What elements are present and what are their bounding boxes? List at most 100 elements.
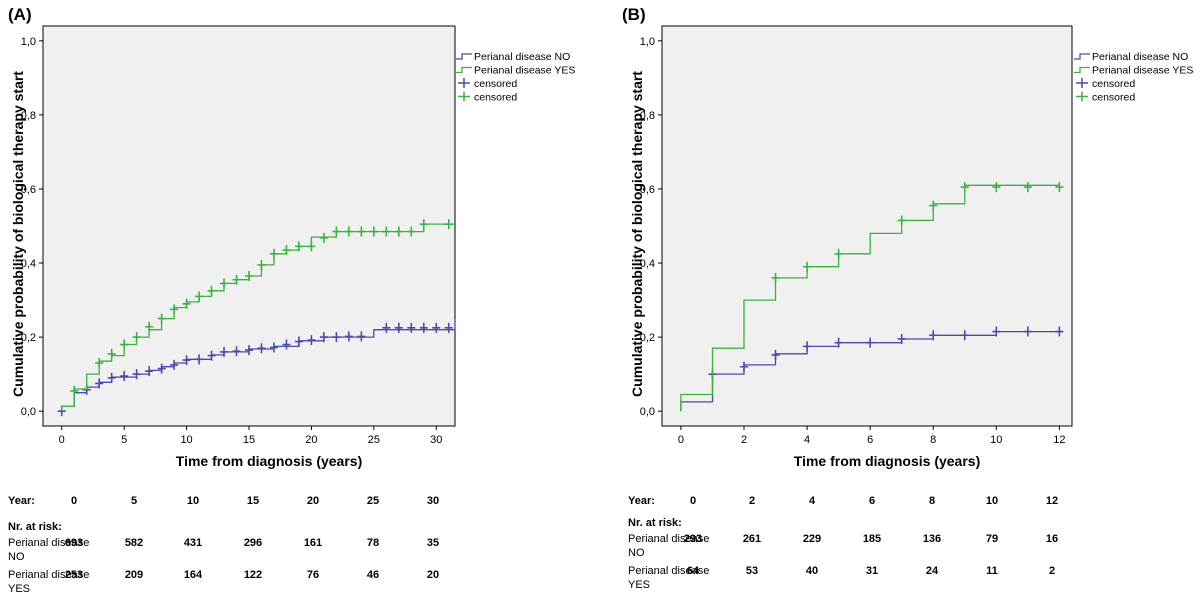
x-tick-label: 4: [804, 434, 810, 446]
censor-mark-yes: [257, 259, 266, 270]
censor-mark-no: [232, 346, 241, 357]
risk-value: 11: [986, 565, 998, 577]
risk-value: 31: [866, 565, 878, 577]
risk-value: 35: [427, 537, 439, 549]
risk-row-label: YES: [8, 583, 30, 595]
censor-mark-no: [207, 350, 216, 361]
legend-swatch: [1074, 66, 1090, 74]
censor-mark-no: [1055, 326, 1064, 337]
censor-mark-no: [834, 337, 843, 348]
legend-label: Perianal disease NO: [1092, 51, 1188, 63]
censor-mark-no: [344, 331, 353, 342]
legend-swatch: [1074, 53, 1090, 60]
censor-mark-yes: [282, 245, 291, 256]
x-axis-label: Time from diagnosis (years): [794, 453, 980, 469]
risk-table-header: Nr. at risk:: [628, 517, 682, 529]
censor-mark-no: [195, 354, 204, 365]
censor-mark-yes: [220, 278, 229, 289]
risk-value: 136: [923, 533, 941, 545]
plot-area: [42, 25, 456, 427]
censor-mark-yes: [771, 272, 780, 283]
risk-table-year: 6: [869, 495, 875, 507]
y-tick-label: 0,2: [640, 332, 655, 344]
censor-mark-yes: [1023, 182, 1032, 193]
risk-table-year: 15: [247, 495, 259, 507]
risk-table-header: Nr. at risk:: [8, 521, 62, 533]
legend-swatch: [1076, 78, 1088, 88]
risk-value: 24: [926, 565, 939, 577]
risk-value: 76: [307, 569, 319, 581]
risk-table-year: 5: [131, 495, 137, 507]
censor-mark-no: [1023, 326, 1032, 337]
y-tick-label: 0,8: [640, 110, 655, 122]
y-axis-label: Cumulative probability of biological the…: [629, 71, 645, 397]
censor-mark-no: [929, 330, 938, 341]
censor-mark-no: [803, 341, 812, 352]
censor-mark-yes: [929, 200, 938, 211]
x-tick-label: 2: [741, 434, 747, 446]
censor-mark-no: [282, 339, 291, 350]
risk-row-label: Perianal disease: [628, 533, 709, 545]
legend-label: censored: [474, 78, 517, 90]
risk-table-year: 25: [367, 495, 379, 507]
censor-mark-yes: [344, 226, 353, 237]
km-panel-b: (B) 0,0 0,2 0,4 0,6 0,8 1,0 0 2 4 6 8 10 12 Time from …: [600, 0, 1200, 598]
panel-label: (B): [622, 5, 646, 24]
risk-row-label: Perianal disease: [8, 537, 89, 549]
censor-mark-yes: [120, 339, 129, 350]
censor-mark-no: [432, 322, 441, 333]
x-tick-label: 0: [59, 434, 65, 446]
censor-mark-yes: [960, 182, 969, 193]
risk-value: 2: [1049, 565, 1055, 577]
censor-mark-no: [307, 335, 316, 346]
censor-mark-yes: [803, 261, 812, 272]
y-tick-label: 0,0: [21, 406, 36, 418]
censor-mark-no: [170, 359, 179, 370]
censor-mark-yes: [897, 215, 906, 226]
risk-value: 185: [863, 533, 881, 545]
risk-value: 64: [687, 565, 700, 577]
censor-mark-no: [357, 331, 366, 342]
risk-value: 122: [244, 569, 262, 581]
censor-mark-yes: [269, 248, 278, 259]
legend-label: Perianal disease YES: [1092, 65, 1193, 77]
censor-mark-no: [740, 361, 748, 372]
risk-value: 164: [184, 569, 203, 581]
censor-mark-yes: [834, 248, 843, 259]
y-tick-label: 1,0: [21, 36, 36, 48]
risk-value: 229: [803, 533, 821, 545]
risk-value: 46: [367, 569, 379, 581]
y-tick-label: 0,4: [640, 258, 655, 270]
censor-mark-yes: [157, 313, 166, 324]
censor-mark-no: [319, 332, 328, 343]
plot-area: [661, 25, 1073, 427]
legend-swatch: [456, 53, 472, 60]
y-tick-label: 0,6: [21, 184, 36, 196]
censor-mark-yes: [207, 285, 216, 296]
risk-table-year: 0: [71, 495, 77, 507]
censor-mark-no: [245, 345, 253, 356]
risk-row-label: Perianal disease: [628, 565, 709, 577]
risk-row-label: Perianal disease: [8, 569, 89, 581]
x-tick-label: 6: [867, 434, 873, 446]
y-tick-label: 0,8: [21, 110, 36, 122]
censor-mark-yes: [369, 226, 378, 237]
censor-mark-yes: [444, 219, 453, 230]
risk-row-label: NO: [8, 551, 25, 563]
censor-mark-no: [120, 371, 129, 381]
risk-value: 293: [684, 533, 702, 545]
censor-mark-yes: [132, 332, 141, 343]
legend-swatch: [456, 66, 472, 74]
risk-table-year: 20: [307, 495, 319, 507]
km-panel-a: (A) 0,0 0,2 0,4 0,6 0,8 1,0 0 5 10 15 20 25 30 Time fr…: [0, 0, 600, 598]
legend-label: censored: [1092, 78, 1135, 90]
y-tick-label: 0,2: [21, 332, 36, 344]
risk-value: 16: [1046, 533, 1058, 545]
censor-mark-no: [257, 343, 266, 354]
risk-table-year: 12: [1046, 495, 1058, 507]
risk-table-year: 0: [690, 495, 696, 507]
censor-mark-no: [444, 322, 453, 333]
censor-mark-no: [182, 355, 191, 366]
